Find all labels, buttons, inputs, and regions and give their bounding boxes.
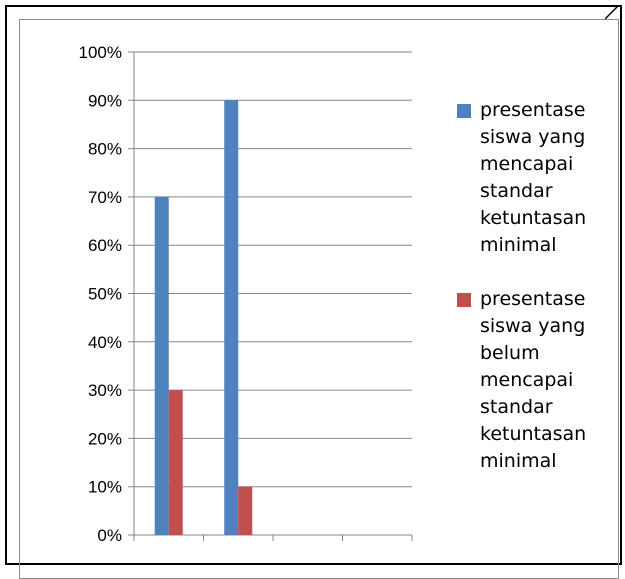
bar-chart: 0% 10% 20% 30% 40% 50% 60% 70% 80% 90% 100% [79,43,413,543]
legend-swatch-series-2 [457,293,471,307]
y-tick-label: 50% [88,285,122,304]
corner-marker-icon [605,5,619,19]
legend-label-series-1: presentase siswa yang mencapai standar k… [480,99,587,256]
y-tick-label: 80% [88,140,122,159]
legend-label-series-2: presentase siswa yang belum mencapai sta… [480,288,587,472]
y-tick-label: 100% [79,43,122,62]
legend-item-series-1: presentase siswa yang mencapai standar k… [457,97,617,259]
legend-item-series-2: presentase siswa yang belum mencapai sta… [457,286,617,475]
bar [154,196,169,535]
y-tick-label: 90% [88,91,122,110]
y-tick-label: 30% [88,381,122,400]
y-tick-label: 0% [97,526,122,543]
bar [168,390,183,535]
legend: presentase siswa yang mencapai standar k… [457,97,617,502]
y-tick-label: 70% [88,188,122,207]
bar [224,100,239,536]
chart-frame [5,5,622,565]
y-tick-label: 10% [88,478,122,497]
y-tick-label: 60% [88,236,122,255]
y-tick-label: 20% [88,429,122,448]
bar [238,486,253,535]
y-tick-label: 40% [88,333,122,352]
legend-swatch-series-1 [457,104,471,118]
